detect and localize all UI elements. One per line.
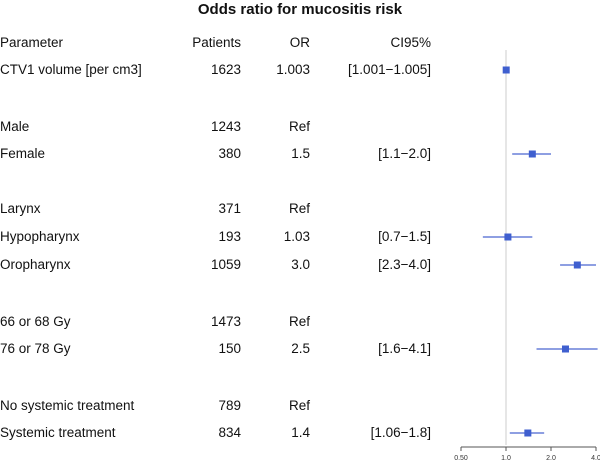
row-or: 1.4: [291, 425, 310, 440]
header-or: OR: [289, 35, 310, 50]
x-tick-label: 4.0: [591, 455, 600, 462]
header-ci95: CI95%: [390, 35, 431, 50]
or-marker: [528, 150, 536, 158]
x-tick-label: 1.0: [501, 455, 511, 462]
row-or: 1.03: [283, 229, 310, 244]
row-patients: 1623: [210, 62, 241, 77]
row-or: Ref: [288, 314, 310, 329]
row-parameter: Hypopharynx: [0, 229, 80, 244]
row-or: 1.5: [291, 146, 310, 161]
row-patients: 1059: [210, 257, 241, 272]
row-ci95: [1.001−1.005]: [348, 62, 431, 77]
row-ci95: [2.3−4.0]: [378, 257, 431, 272]
row-or: Ref: [288, 398, 310, 413]
or-marker: [504, 233, 512, 241]
row-parameter: 76 or 78 Gy: [0, 341, 71, 356]
row-patients: 1473: [210, 314, 241, 329]
row-ci95: [1.6−4.1]: [378, 341, 431, 356]
or-marker: [502, 66, 510, 74]
or-marker: [573, 261, 581, 269]
x-tick-label: 0.50: [454, 455, 468, 462]
row-parameter: Oropharynx: [0, 257, 71, 272]
chart-title: Odds ratio for mucositis risk: [197, 1, 403, 18]
row-or: Ref: [288, 201, 310, 216]
row-parameter: 66 or 68 Gy: [0, 314, 71, 329]
row-parameter: Male: [0, 119, 30, 134]
row-patients: 371: [218, 201, 241, 216]
row-patients: 834: [218, 425, 241, 440]
row-or: 2.5: [291, 341, 310, 356]
or-marker: [561, 345, 569, 353]
header-parameter: Parameter: [0, 35, 64, 50]
row-patients: 193: [218, 229, 241, 244]
or-marker: [524, 429, 532, 437]
row-parameter: Systemic treatment: [0, 425, 116, 440]
row-patients: 380: [218, 146, 241, 161]
row-parameter: Female: [0, 146, 46, 161]
row-parameter: Larynx: [0, 201, 41, 216]
row-parameter: No systemic treatment: [0, 398, 135, 413]
row-ci95: [1.1−2.0]: [378, 146, 431, 161]
header-patients: Patients: [192, 35, 241, 50]
row-parameter: CTV1 volume [per cm3]: [0, 62, 142, 77]
row-ci95: [0.7−1.5]: [378, 229, 431, 244]
row-or: 1.003: [276, 62, 310, 77]
row-ci95: [1.06−1.8]: [370, 425, 431, 440]
row-patients: 789: [218, 398, 241, 413]
row-patients: 1243: [210, 119, 241, 134]
row-or: Ref: [288, 119, 310, 134]
x-tick-label: 2.0: [546, 455, 556, 462]
row-or: 3.0: [291, 257, 310, 272]
row-patients: 150: [218, 341, 241, 356]
